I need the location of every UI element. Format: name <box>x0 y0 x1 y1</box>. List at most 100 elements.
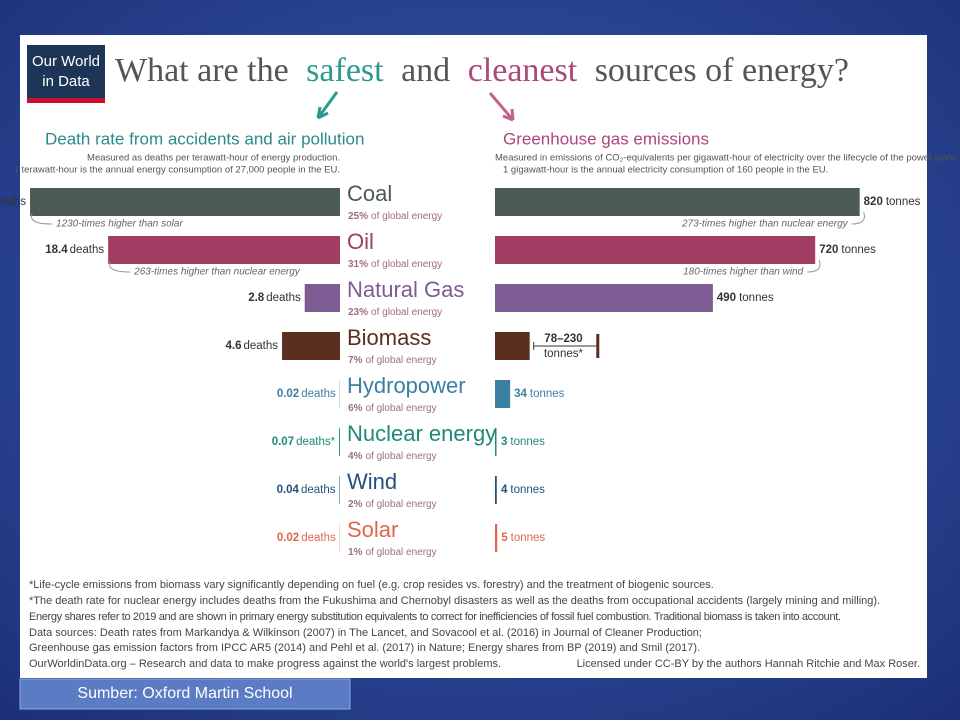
share-label: 25%of global energy <box>348 211 442 222</box>
category-label: Hydropower <box>347 373 466 398</box>
bar <box>495 332 530 360</box>
share-label: 2%of global energy <box>348 499 437 510</box>
unit: deaths <box>244 340 279 352</box>
title-part: sources of energy? <box>595 52 849 89</box>
bar <box>305 284 340 312</box>
share-label: 7%of global energy <box>348 355 437 366</box>
bar <box>339 428 340 456</box>
share-value: 25% <box>348 211 368 222</box>
range-end <box>596 334 599 358</box>
value: 720 <box>819 244 838 256</box>
unit: deaths <box>70 244 105 256</box>
share-label: 31%of global energy <box>348 259 442 270</box>
share-suffix: of global energy <box>371 211 442 222</box>
share-label: 4%of global energy <box>348 451 437 462</box>
value: 3 <box>501 436 507 448</box>
unit: tonnes <box>511 532 546 544</box>
category-label: Natural Gas <box>347 277 464 302</box>
footnote: Data sources: Death rates from Markandya… <box>29 627 702 639</box>
share-label: 23%of global energy <box>348 307 442 318</box>
footnote: OurWorldinData.org – Research and data t… <box>29 658 501 670</box>
bar <box>339 476 340 504</box>
category-label: Biomass <box>347 325 431 350</box>
bar <box>495 476 497 504</box>
share-suffix: of global energy <box>371 307 442 318</box>
logo-text: Our World <box>32 53 100 70</box>
category-label: Coal <box>347 181 392 206</box>
value: 5 <box>501 532 508 544</box>
annotation: 273-times higher than nuclear energy <box>681 219 849 230</box>
bar <box>30 188 340 216</box>
value: 4 <box>501 484 508 496</box>
title-part: safest <box>306 52 384 89</box>
panel-subtitle: 1 terawatt-hour is the annual energy con… <box>14 165 340 176</box>
bar <box>495 524 497 552</box>
annotation: 1230-times higher than solar <box>56 219 183 230</box>
bar <box>495 188 860 216</box>
panel-subtitle: Measured as deaths per terawatt-hour of … <box>87 153 340 164</box>
annotation: 180-times higher than wind <box>683 267 804 278</box>
panel-title: Greenhouse gas emissions <box>503 129 709 148</box>
unit: deaths <box>301 532 336 544</box>
bar <box>495 284 713 312</box>
share-value: 31% <box>348 259 368 270</box>
unit: tonnes <box>886 196 921 208</box>
unit: deaths <box>301 388 336 400</box>
value-label: 78–230 <box>544 333 582 345</box>
unit: deaths* <box>296 436 336 448</box>
value: 0.02 <box>277 532 299 544</box>
license: Licensed under CC-BY by the authors Hann… <box>577 658 920 670</box>
category-label: Oil <box>347 229 374 254</box>
value: 0.02 <box>277 388 299 400</box>
category-label: Wind <box>347 469 397 494</box>
value: 0.07 <box>272 436 294 448</box>
unit: deaths <box>301 484 336 496</box>
category-label: Solar <box>347 517 398 542</box>
caption: Sumber: Oxford Martin School <box>77 685 292 702</box>
share-value: 7% <box>348 355 363 366</box>
unit: deaths <box>0 196 26 208</box>
footnote: *Life-cycle emissions from biomass vary … <box>29 579 714 591</box>
share-suffix: of global energy <box>365 451 436 462</box>
bar <box>282 332 340 360</box>
value: 820 <box>864 196 883 208</box>
annotation: 263-times higher than nuclear energy <box>133 267 301 278</box>
bar <box>108 236 340 264</box>
footnote: Energy shares refer to 2019 and are show… <box>29 611 841 623</box>
unit: tonnes <box>510 436 545 448</box>
logo-text: in Data <box>42 73 90 90</box>
panel-subtitle: Measured in emissions of CO₂-equivalents… <box>495 153 958 164</box>
panel-title: Death rate from accidents and air pollut… <box>45 129 364 148</box>
value: 4.6 <box>226 340 242 352</box>
title-part: What are the <box>115 52 289 89</box>
value: 2.8 <box>248 292 265 304</box>
unit: tonnes <box>530 388 565 400</box>
share-value: 4% <box>348 451 363 462</box>
panel-subtitle: 1 gigawatt-hour is the annual electricit… <box>503 165 828 176</box>
unit: deaths <box>266 292 301 304</box>
share-suffix: of global energy <box>365 499 436 510</box>
footnote: Greenhouse gas emission factors from IPC… <box>29 642 700 654</box>
title-part: cleanest <box>468 52 578 89</box>
value: 490 <box>717 292 736 304</box>
category-label: Nuclear energy <box>347 421 496 446</box>
value: 34 <box>514 388 527 400</box>
chart-title: What are the safest and cleanest sources… <box>115 52 849 89</box>
share-suffix: of global energy <box>365 403 436 414</box>
bar <box>495 428 497 456</box>
share-value: 2% <box>348 499 363 510</box>
unit: tonnes <box>510 484 545 496</box>
title-part: and <box>401 52 450 89</box>
